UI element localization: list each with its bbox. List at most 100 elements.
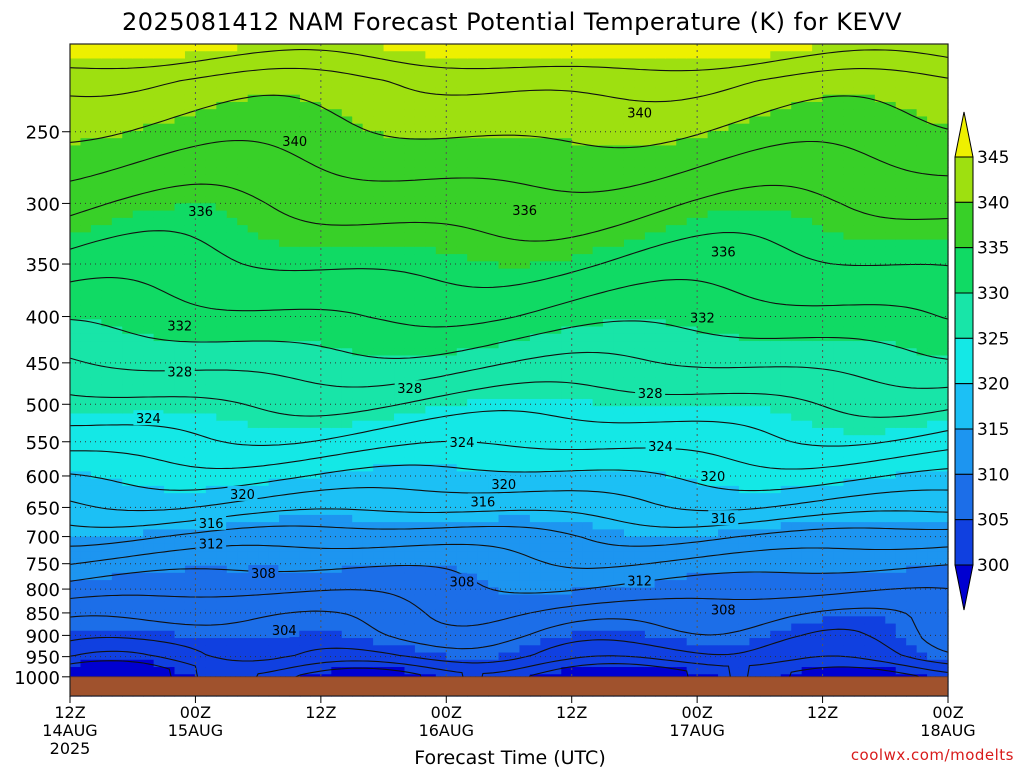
contour-label-22: 308 bbox=[450, 576, 475, 591]
isentrope-306 bbox=[69, 607, 949, 653]
plot-frame bbox=[69, 43, 949, 697]
contour-label-2: 336 bbox=[188, 205, 213, 220]
y-tick-450: 450 bbox=[26, 354, 60, 375]
y-tick-900: 900 bbox=[26, 626, 60, 647]
contour-label-1: 340 bbox=[627, 106, 652, 121]
contour-label-14: 320 bbox=[491, 478, 516, 493]
isentrope-328 bbox=[69, 351, 949, 389]
isentrope-318 bbox=[69, 487, 949, 512]
y-tick-650: 650 bbox=[26, 498, 60, 519]
isentrope-310 bbox=[69, 564, 949, 594]
colorbar-label-325: 325 bbox=[977, 329, 1009, 349]
isentrope-314 bbox=[69, 525, 949, 547]
x-tick-sub-84-0: 18AUG bbox=[920, 721, 975, 740]
colorbar-label-345: 345 bbox=[977, 148, 1009, 168]
y-tick-550: 550 bbox=[26, 433, 60, 454]
isentrope-300 bbox=[69, 660, 923, 696]
colorbar-label-300: 300 bbox=[977, 556, 1009, 576]
ground-surface bbox=[69, 676, 949, 697]
isentrope-320 bbox=[69, 464, 949, 492]
contour-label-6: 332 bbox=[690, 312, 715, 327]
colorbar-segment-8 bbox=[954, 519, 974, 566]
colorbar-segment-6 bbox=[954, 428, 974, 475]
isentrope-340 bbox=[69, 94, 949, 149]
y-tick-300: 300 bbox=[26, 194, 60, 215]
x-tick-84: 00Z bbox=[932, 703, 963, 722]
contour-label-0: 340 bbox=[282, 135, 307, 150]
colorbar-segment-1 bbox=[954, 201, 974, 249]
isentrope-322 bbox=[70, 440, 949, 470]
x-tick-60: 00Z bbox=[681, 703, 712, 722]
isentrope-330 bbox=[69, 318, 949, 360]
contour-label-15: 320 bbox=[700, 470, 725, 485]
colorbar-segment-5 bbox=[954, 383, 974, 430]
x-tick-72: 12Z bbox=[807, 703, 838, 722]
x-tick-0: 12Z bbox=[54, 703, 85, 722]
y-tick-850: 850 bbox=[26, 604, 60, 625]
contour-label-4: 336 bbox=[711, 245, 736, 260]
x-tick-sub-36-0: 16AUG bbox=[419, 721, 474, 740]
contour-label-20: 312 bbox=[627, 575, 652, 590]
x-tick-sub-60-0: 17AUG bbox=[669, 721, 724, 740]
colorbar-segment-3 bbox=[954, 292, 974, 339]
colorbar-label-340: 340 bbox=[977, 193, 1009, 213]
x-tick-12: 00Z bbox=[180, 703, 211, 722]
colorbar-segment-4 bbox=[954, 337, 974, 385]
y-tick-950: 950 bbox=[26, 648, 60, 669]
contour-label-11: 324 bbox=[450, 436, 475, 451]
contour-label-7: 328 bbox=[167, 365, 192, 380]
isentrope-344 bbox=[69, 49, 949, 72]
x-axis-label: Forecast Time (UTC) bbox=[414, 747, 605, 768]
colorbar-label-305: 305 bbox=[977, 511, 1009, 531]
y-tick-700: 700 bbox=[26, 528, 60, 549]
y-axis-ticks: 2503003504004505005506006507007508008509… bbox=[14, 123, 70, 689]
isentrope-326 bbox=[69, 381, 949, 418]
isentrope-342 bbox=[69, 67, 949, 103]
contour-label-24: 304 bbox=[272, 624, 297, 639]
colorbar-segment-0 bbox=[954, 156, 974, 203]
isentrope-324 bbox=[69, 410, 949, 447]
x-tick-sub-0-0: 14AUG bbox=[42, 721, 97, 740]
contour-label-3: 336 bbox=[512, 204, 537, 219]
y-tick-400: 400 bbox=[26, 308, 60, 329]
colorbar-label-315: 315 bbox=[977, 420, 1009, 440]
isentrope-336 bbox=[69, 183, 949, 242]
x-tick-sub-0-1: 2025 bbox=[50, 739, 91, 758]
isentrope-304 bbox=[69, 628, 949, 665]
contour-label-18: 316 bbox=[711, 512, 736, 527]
y-tick-1000: 1000 bbox=[14, 668, 60, 689]
x-tick-48: 12Z bbox=[556, 703, 587, 722]
isentrope-334 bbox=[69, 230, 949, 289]
contour-label-16: 316 bbox=[199, 517, 224, 532]
isentrope-308 bbox=[69, 587, 949, 627]
contour-label-5: 332 bbox=[167, 319, 192, 334]
ground-layer bbox=[69, 676, 949, 697]
x-tick-24: 12Z bbox=[305, 703, 336, 722]
contour-label-12: 324 bbox=[648, 440, 673, 455]
y-tick-600: 600 bbox=[26, 467, 60, 488]
colorbar-label-335: 335 bbox=[977, 239, 1009, 259]
y-tick-250: 250 bbox=[26, 123, 60, 144]
plot-border bbox=[69, 43, 949, 697]
isentrope-contours bbox=[69, 49, 949, 697]
y-tick-500: 500 bbox=[26, 395, 60, 416]
contour-label-8: 328 bbox=[397, 382, 422, 397]
contour-label-21: 308 bbox=[251, 567, 276, 582]
y-tick-350: 350 bbox=[26, 255, 60, 276]
colorbar-label-320: 320 bbox=[977, 375, 1009, 395]
contour-label-9: 328 bbox=[638, 387, 663, 402]
y-tick-800: 800 bbox=[26, 580, 60, 601]
colorbar-label-330: 330 bbox=[977, 284, 1009, 304]
contour-labels: 340 340 336 336 336 332 332 328 328 328 324 324 324 3… bbox=[133, 104, 739, 639]
contour-label-19: 312 bbox=[199, 537, 224, 552]
x-tick-36: 00Z bbox=[431, 703, 462, 722]
colorbar-bottom-arrow bbox=[954, 564, 974, 611]
contour-label-17: 316 bbox=[470, 495, 495, 510]
colorbar-top-arrow bbox=[954, 111, 974, 158]
source-credit: coolwx.com/modelts bbox=[850, 746, 1014, 764]
colorbar-segment-2 bbox=[954, 247, 974, 294]
x-tick-sub-12-0: 15AUG bbox=[168, 721, 223, 740]
contour-label-13: 320 bbox=[230, 488, 255, 503]
